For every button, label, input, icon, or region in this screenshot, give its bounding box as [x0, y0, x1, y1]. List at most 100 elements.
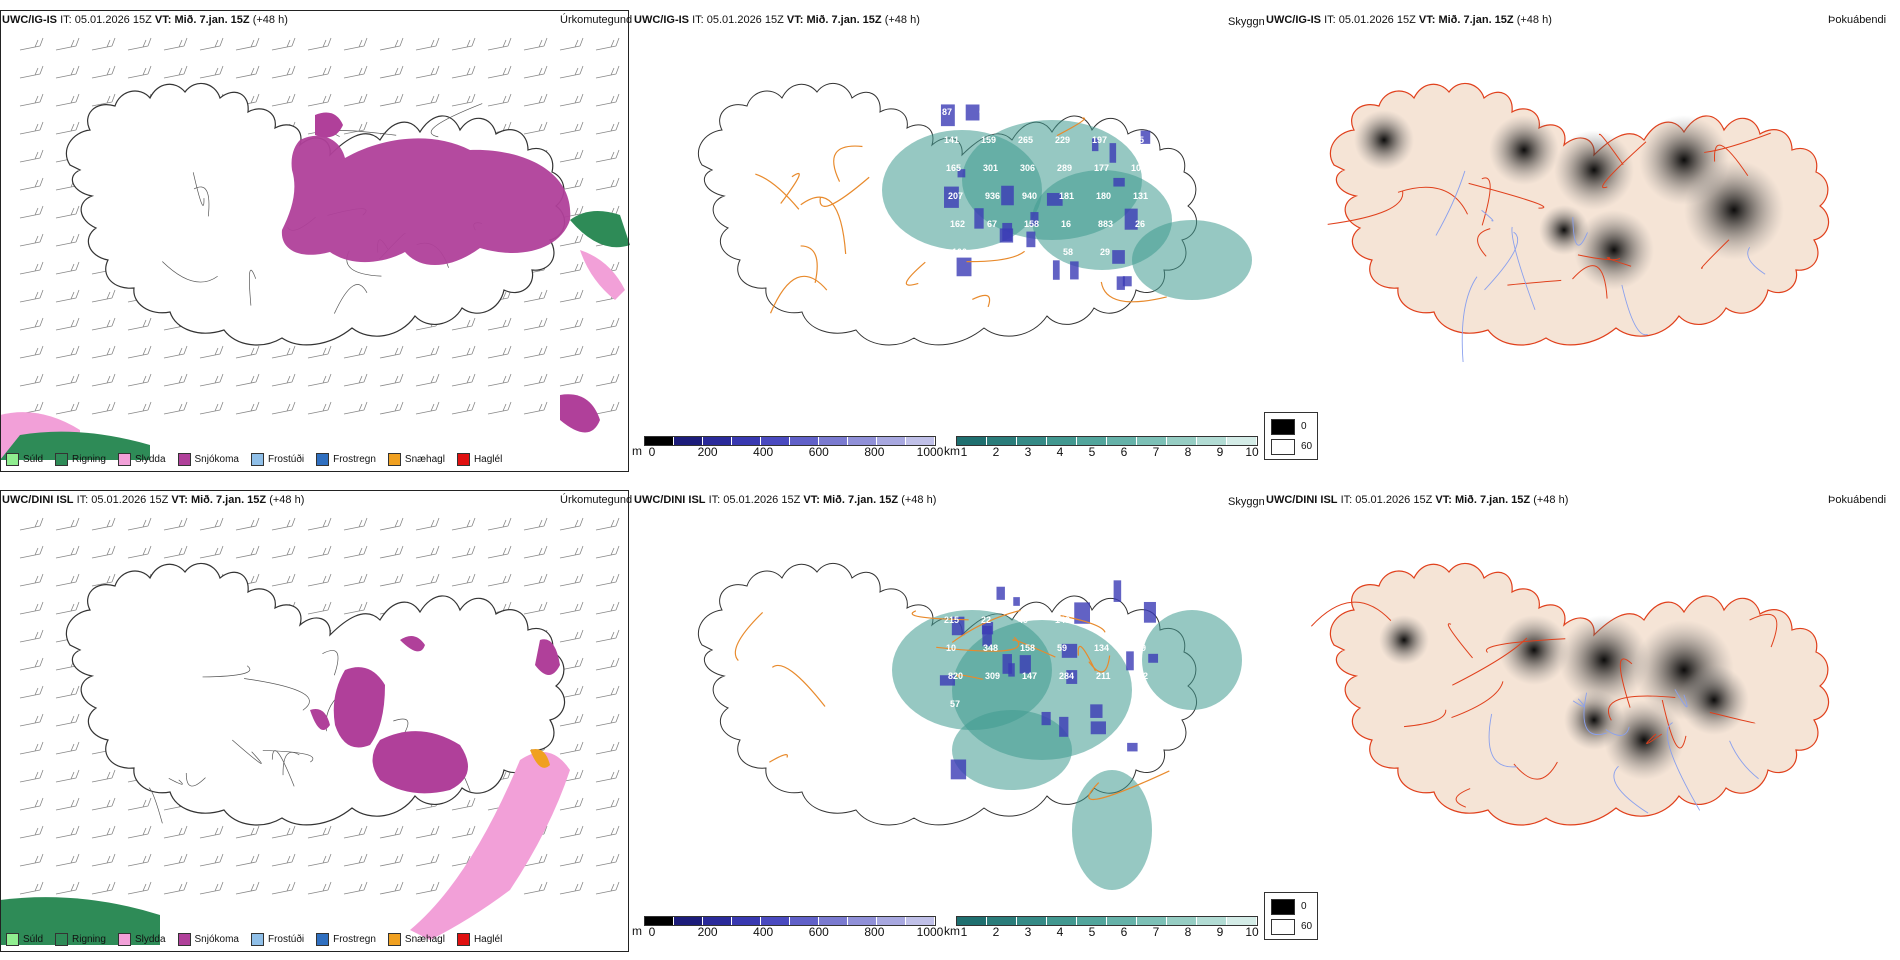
wind-barb	[199, 853, 224, 867]
height-colorbar: m 0 200 400 600 800 1000	[632, 436, 943, 466]
cloud-base-patch	[982, 625, 992, 647]
road-line	[769, 275, 828, 314]
wind-barb	[487, 93, 512, 107]
wind-barb	[91, 853, 116, 867]
wind-barb	[307, 65, 332, 79]
snow-area	[281, 135, 571, 266]
terrain-line	[271, 750, 295, 787]
wind-barb	[55, 233, 80, 247]
colorbar-tick: 1000	[916, 925, 944, 939]
wind-barb	[307, 545, 332, 559]
cloud-base-patch	[1090, 721, 1106, 735]
terrain-line	[168, 778, 183, 785]
road-line	[1709, 711, 1756, 724]
wind-barb	[199, 345, 224, 359]
fog-map-top	[1327, 82, 1830, 363]
wind-barb	[127, 797, 152, 811]
wind-barb	[523, 37, 548, 51]
cloud-base-patch	[1052, 260, 1060, 280]
cloud-base-label: 172	[942, 587, 957, 597]
wind-barb	[379, 65, 404, 79]
cloud-base-label: 275	[1129, 135, 1144, 145]
wind-barb	[55, 573, 80, 587]
wind-barb	[487, 345, 512, 359]
wind-barb	[559, 545, 584, 559]
wind-barb	[415, 401, 440, 415]
wind-barb	[595, 177, 620, 191]
terrain-line	[244, 678, 310, 711]
road-line	[800, 245, 818, 284]
cloud-base-patch	[1113, 177, 1125, 187]
cloud-base-label: 134	[1094, 643, 1109, 653]
wind-barb	[307, 37, 332, 51]
wind-barb	[595, 121, 620, 135]
wind-barb	[19, 881, 44, 895]
fog-area	[1539, 205, 1589, 255]
road-line	[1447, 623, 1473, 659]
wind-barb	[307, 853, 332, 867]
wind-barb	[235, 37, 260, 51]
cloud-base-label: 820	[948, 671, 963, 681]
cloud-base-label: 161	[979, 587, 994, 597]
cloud-base-patch	[1041, 711, 1051, 726]
panel-header: UWC/DINI ISL IT: 05.01.2026 15Z VT: Mið.…	[2, 494, 305, 506]
colorbar-strip	[956, 436, 1258, 446]
wind-barb	[523, 881, 548, 895]
colorbar-strip	[644, 436, 936, 446]
rain-area	[570, 211, 630, 248]
cloud-base-patch	[1030, 212, 1039, 226]
fog-area	[1489, 115, 1559, 185]
wind-barb	[451, 545, 476, 559]
wind-barb	[91, 769, 116, 783]
colorbar-tick: 0	[648, 925, 656, 939]
cloud-base-patch	[1046, 192, 1063, 206]
colorbar-tick: 4	[1056, 445, 1064, 459]
terrain-line	[393, 718, 409, 735]
wind-barb	[487, 37, 512, 51]
cloud-base-label: 57	[950, 699, 960, 709]
legend-swatch	[456, 453, 470, 466]
wind-barb	[271, 825, 296, 839]
legend-item: Frostregn	[316, 933, 376, 946]
cloud-base-label: 158	[1020, 643, 1035, 653]
cloud-base-label: 51	[1092, 615, 1102, 625]
wind-barb	[19, 233, 44, 247]
cloud-base-patch	[996, 586, 1005, 600]
wind-barb	[523, 345, 548, 359]
fog-area	[1354, 110, 1414, 170]
legend-swatch	[250, 933, 264, 946]
legend-swatch	[117, 933, 131, 946]
wind-barb	[451, 825, 476, 839]
wind-barb	[379, 545, 404, 559]
legend-label: Súld	[23, 934, 44, 945]
wind-barb	[55, 741, 80, 755]
legend-label: Frostregn	[333, 454, 376, 465]
legend-item: Frostúði	[250, 933, 304, 946]
wind-barb	[19, 517, 44, 531]
cloud-base-label: 180	[1096, 191, 1111, 201]
panel-title: Úrkomutegund	[560, 494, 632, 506]
wind-barb	[595, 629, 620, 643]
cloud-base-patch	[1026, 231, 1036, 248]
wind-barb	[451, 517, 476, 531]
visibility-area	[952, 710, 1072, 790]
cloud-base-label: 265	[1018, 135, 1033, 145]
cloud-base-patch	[1013, 597, 1020, 606]
wind-barb	[595, 881, 620, 895]
wind-barb	[55, 401, 80, 415]
cloud-base-label: 62	[979, 107, 989, 117]
road-line	[1572, 265, 1608, 299]
cloud-base-label: 59	[1057, 643, 1067, 653]
terrain-line	[322, 650, 339, 676]
precip-map-bottom	[0, 517, 620, 945]
cloud-base-patch	[939, 675, 956, 686]
wind-barb	[55, 65, 80, 79]
wind-barb	[343, 825, 368, 839]
cloud-base-label: 119	[1127, 107, 1142, 117]
wind-barb	[595, 37, 620, 51]
snow-area	[400, 636, 425, 652]
road-line	[755, 173, 800, 210]
wind-barb	[91, 797, 116, 811]
wind-barb	[127, 545, 152, 559]
wind-barb	[379, 345, 404, 359]
